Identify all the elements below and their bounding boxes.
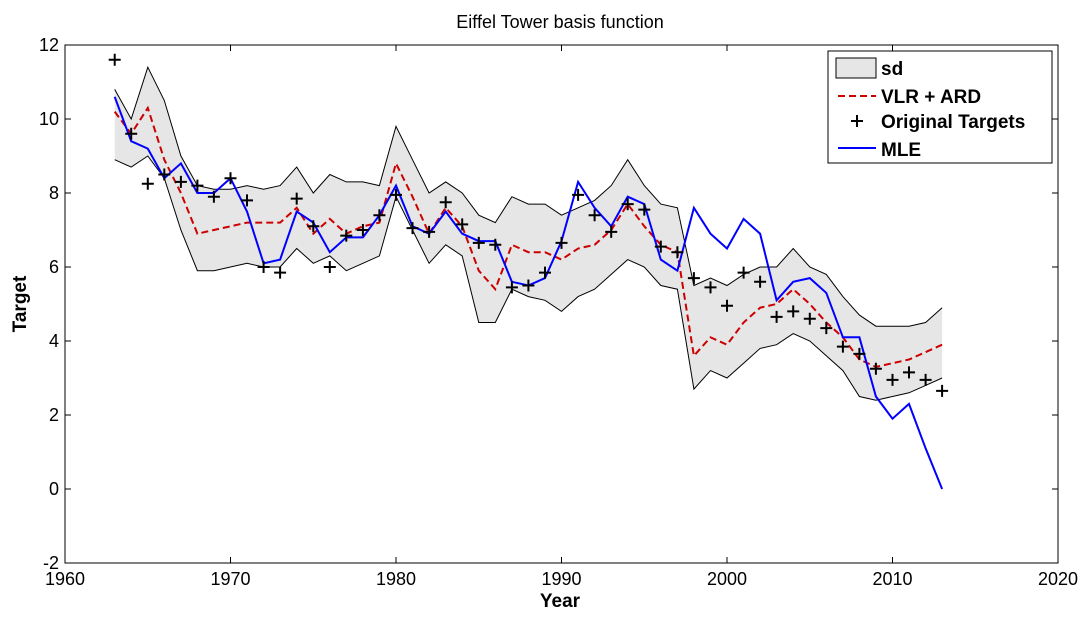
target-point bbox=[522, 279, 535, 292]
target-point bbox=[439, 196, 452, 209]
target-point bbox=[472, 236, 485, 249]
sd-lower-edge bbox=[114, 155, 943, 401]
x-tick-label: 1980 bbox=[376, 569, 416, 589]
target-point bbox=[290, 192, 303, 205]
target-point bbox=[174, 175, 187, 188]
target-point bbox=[671, 246, 684, 259]
target-point bbox=[770, 310, 783, 323]
target-point bbox=[539, 266, 551, 279]
target-point bbox=[356, 224, 369, 236]
series-line-vlr-ard bbox=[113, 105, 943, 368]
target-point bbox=[605, 225, 618, 238]
y-tick-label: 2 bbox=[49, 405, 59, 425]
legend-swatch-targets bbox=[851, 115, 863, 127]
y-axis-label: Target bbox=[10, 275, 31, 332]
target-point bbox=[687, 272, 700, 285]
target-point bbox=[869, 362, 882, 375]
target-point bbox=[721, 299, 733, 312]
y-tick-label: 8 bbox=[49, 183, 59, 203]
sd-band bbox=[114, 67, 943, 401]
x-tick-label: 1970 bbox=[210, 569, 250, 589]
x-tick-label: 2000 bbox=[707, 569, 747, 589]
legend-label-mle: MLE bbox=[881, 140, 921, 161]
y-tick-label: 6 bbox=[49, 257, 59, 277]
target-point bbox=[555, 236, 568, 249]
target-point bbox=[787, 305, 800, 318]
target-point bbox=[191, 179, 204, 192]
target-point bbox=[373, 209, 386, 222]
target-point bbox=[224, 172, 237, 185]
y-tick-label: 10 bbox=[39, 109, 59, 129]
chart-title: Eiffel Tower basis function bbox=[456, 12, 663, 32]
target-point bbox=[621, 198, 634, 211]
target-point bbox=[406, 222, 419, 235]
sd-upper-edge bbox=[114, 65, 943, 327]
target-point bbox=[638, 203, 651, 216]
x-tick-label: 2010 bbox=[872, 569, 912, 589]
target-point bbox=[803, 312, 816, 325]
legend-label-targets: Original Targets bbox=[881, 112, 1025, 133]
legend-swatch-sd bbox=[835, 57, 877, 79]
target-point bbox=[754, 275, 767, 288]
target-point bbox=[125, 127, 138, 140]
legend: sd VLR + ARD Original Targets MLE bbox=[827, 50, 1053, 164]
target-point bbox=[886, 373, 899, 386]
target-point bbox=[489, 238, 502, 251]
target-point bbox=[704, 281, 717, 294]
target-point bbox=[257, 261, 270, 273]
target-point bbox=[853, 347, 866, 360]
target-point bbox=[572, 188, 585, 201]
legend-label-sd: sd bbox=[881, 59, 903, 80]
target-point bbox=[158, 168, 171, 181]
target-point bbox=[241, 194, 253, 207]
target-point bbox=[141, 177, 154, 190]
target-point bbox=[936, 384, 949, 397]
y-tick-label: 4 bbox=[49, 331, 59, 351]
target-point bbox=[340, 229, 353, 242]
x-axis-label: Year bbox=[540, 591, 581, 612]
target-point bbox=[919, 373, 932, 386]
target-point bbox=[423, 225, 436, 238]
target-point bbox=[307, 220, 320, 233]
target-point bbox=[207, 190, 220, 203]
target-point bbox=[654, 240, 667, 253]
target-point bbox=[390, 188, 402, 201]
legend-label-vlr: VLR + ARD bbox=[881, 87, 981, 108]
target-point bbox=[820, 322, 833, 335]
target-point bbox=[274, 266, 287, 279]
target-point bbox=[903, 366, 915, 379]
y-tick-label: 12 bbox=[39, 35, 59, 55]
x-tick-label: 2020 bbox=[1038, 569, 1078, 589]
x-tick-label: 1960 bbox=[45, 569, 85, 589]
y-tick-label: 0 bbox=[49, 479, 59, 499]
plot-area bbox=[108, 53, 949, 490]
target-point bbox=[323, 261, 336, 273]
target-point bbox=[108, 53, 121, 66]
target-point bbox=[836, 340, 849, 353]
target-point bbox=[505, 281, 518, 294]
x-tick-label: 1990 bbox=[541, 569, 581, 589]
target-point bbox=[588, 209, 601, 222]
target-point bbox=[456, 218, 469, 231]
axes: 1960 1970 1980 1990 2000 2010 2020 -2 0 2 4 6 8 10 12 bbox=[39, 35, 1078, 589]
target-point bbox=[737, 266, 750, 279]
y-tick-label: -2 bbox=[43, 553, 59, 573]
